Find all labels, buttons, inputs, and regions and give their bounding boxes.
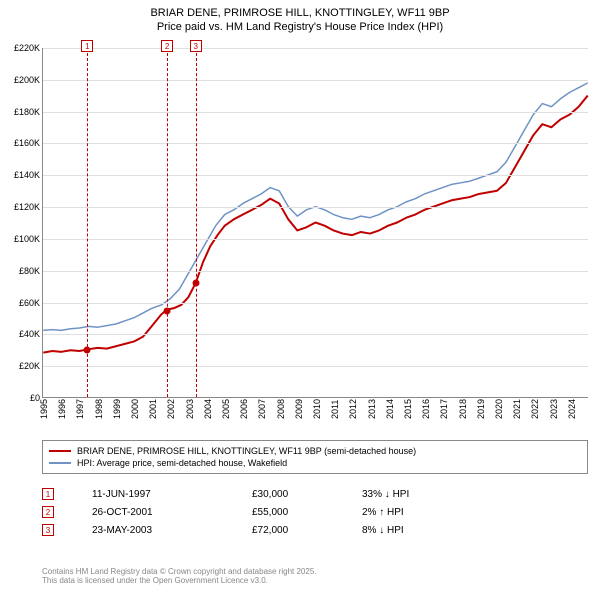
y-tick-label: £200K bbox=[14, 75, 43, 85]
footer-line-2: This data is licensed under the Open Gov… bbox=[42, 576, 317, 586]
transaction-date: 26-OCT-2001 bbox=[92, 507, 252, 518]
transaction-row: 3 23-MAY-2003£72,0008% ↓ HPI bbox=[42, 521, 588, 539]
x-tick-label: 2024 bbox=[567, 399, 577, 419]
x-tick-label: 1999 bbox=[112, 399, 122, 419]
legend: BRIAR DENE, PRIMROSE HILL, KNOTTINGLEY, … bbox=[42, 440, 588, 474]
x-tick-label: 2009 bbox=[294, 399, 304, 419]
y-gridline bbox=[43, 48, 588, 49]
x-tick-label: 2003 bbox=[185, 399, 195, 419]
title-line-2: Price paid vs. HM Land Registry's House … bbox=[0, 20, 600, 34]
y-tick-label: £100K bbox=[14, 234, 43, 244]
y-gridline bbox=[43, 366, 588, 367]
x-tick-label: 2022 bbox=[530, 399, 540, 419]
chart-container: BRIAR DENE, PRIMROSE HILL, KNOTTINGLEY, … bbox=[0, 0, 600, 590]
transaction-hpi: 8% ↓ HPI bbox=[362, 525, 404, 536]
transactions-table: 1 11-JUN-1997£30,00033% ↓ HPI 2 26-OCT-2001… bbox=[42, 485, 588, 539]
transaction-index: 3 bbox=[42, 524, 54, 536]
marker-label: 2 bbox=[161, 40, 173, 52]
x-tick-label: 2000 bbox=[130, 399, 140, 419]
y-gridline bbox=[43, 334, 588, 335]
y-gridline bbox=[43, 80, 588, 81]
y-tick-label: £80K bbox=[19, 266, 43, 276]
transaction-price: £72,000 bbox=[252, 525, 362, 536]
marker-dot bbox=[192, 280, 199, 287]
transaction-hpi: 33% ↓ HPI bbox=[362, 489, 409, 500]
x-tick-label: 2007 bbox=[257, 399, 267, 419]
transaction-price: £55,000 bbox=[252, 507, 362, 518]
x-tick-label: 2017 bbox=[439, 399, 449, 419]
x-tick-label: 1998 bbox=[94, 399, 104, 419]
series-line bbox=[43, 96, 587, 353]
marker-vline bbox=[167, 48, 168, 397]
transaction-index: 1 bbox=[42, 488, 54, 500]
marker-dot bbox=[84, 347, 91, 354]
x-tick-label: 2008 bbox=[276, 399, 286, 419]
transaction-date: 11-JUN-1997 bbox=[92, 489, 252, 500]
transaction-row: 2 26-OCT-2001£55,0002% ↑ HPI bbox=[42, 503, 588, 521]
y-tick-label: £140K bbox=[14, 170, 43, 180]
legend-label: BRIAR DENE, PRIMROSE HILL, KNOTTINGLEY, … bbox=[77, 446, 416, 456]
x-tick-label: 2015 bbox=[403, 399, 413, 419]
footer: Contains HM Land Registry data © Crown c… bbox=[42, 567, 317, 586]
x-tick-label: 2006 bbox=[239, 399, 249, 419]
x-tick-label: 2005 bbox=[221, 399, 231, 419]
y-gridline bbox=[43, 303, 588, 304]
transaction-row: 1 11-JUN-1997£30,00033% ↓ HPI bbox=[42, 485, 588, 503]
x-tick-label: 2018 bbox=[458, 399, 468, 419]
legend-label: HPI: Average price, semi-detached house,… bbox=[77, 458, 287, 468]
legend-item: HPI: Average price, semi-detached house,… bbox=[49, 457, 581, 469]
x-tick-label: 2010 bbox=[312, 399, 322, 419]
transaction-date: 23-MAY-2003 bbox=[92, 525, 252, 536]
x-tick-label: 2011 bbox=[330, 400, 340, 419]
y-tick-label: £120K bbox=[14, 202, 43, 212]
x-tick-label: 2004 bbox=[203, 399, 213, 419]
y-gridline bbox=[43, 239, 588, 240]
x-tick-label: 1997 bbox=[75, 399, 85, 419]
legend-swatch bbox=[49, 462, 71, 464]
y-gridline bbox=[43, 207, 588, 208]
x-tick-label: 2013 bbox=[367, 399, 377, 419]
y-gridline bbox=[43, 143, 588, 144]
legend-swatch bbox=[49, 450, 71, 452]
y-tick-label: £220K bbox=[14, 43, 43, 53]
y-tick-label: £40K bbox=[19, 329, 43, 339]
x-tick-label: 1996 bbox=[57, 399, 67, 419]
x-tick-label: 2023 bbox=[549, 399, 559, 419]
x-tick-label: 2016 bbox=[421, 399, 431, 419]
y-tick-label: £60K bbox=[19, 298, 43, 308]
chart-title: BRIAR DENE, PRIMROSE HILL, KNOTTINGLEY, … bbox=[0, 0, 600, 35]
x-tick-label: 2021 bbox=[512, 399, 522, 419]
transaction-index: 2 bbox=[42, 506, 54, 518]
title-line-1: BRIAR DENE, PRIMROSE HILL, KNOTTINGLEY, … bbox=[0, 6, 600, 20]
marker-label: 3 bbox=[190, 40, 202, 52]
legend-item: BRIAR DENE, PRIMROSE HILL, KNOTTINGLEY, … bbox=[49, 445, 581, 457]
transaction-hpi: 2% ↑ HPI bbox=[362, 507, 404, 518]
y-tick-label: £180K bbox=[14, 107, 43, 117]
x-tick-label: 2012 bbox=[348, 399, 358, 419]
marker-vline bbox=[87, 48, 88, 397]
y-gridline bbox=[43, 175, 588, 176]
footer-line-1: Contains HM Land Registry data © Crown c… bbox=[42, 567, 317, 577]
chart-plot-area: £0£20K£40K£60K£80K£100K£120K£140K£160K£1… bbox=[42, 48, 588, 398]
transaction-price: £30,000 bbox=[252, 489, 362, 500]
marker-dot bbox=[164, 307, 171, 314]
x-tick-label: 2014 bbox=[385, 399, 395, 419]
y-gridline bbox=[43, 112, 588, 113]
x-tick-label: 2019 bbox=[476, 399, 486, 419]
y-tick-label: £160K bbox=[14, 138, 43, 148]
x-tick-label: 1995 bbox=[39, 399, 49, 419]
x-tick-label: 2001 bbox=[148, 399, 158, 419]
y-gridline bbox=[43, 271, 588, 272]
marker-label: 1 bbox=[81, 40, 93, 52]
x-tick-label: 2002 bbox=[166, 399, 176, 419]
x-tick-label: 2020 bbox=[494, 399, 504, 419]
marker-vline bbox=[196, 48, 197, 397]
y-tick-label: £20K bbox=[19, 361, 43, 371]
chart-svg bbox=[43, 48, 588, 397]
